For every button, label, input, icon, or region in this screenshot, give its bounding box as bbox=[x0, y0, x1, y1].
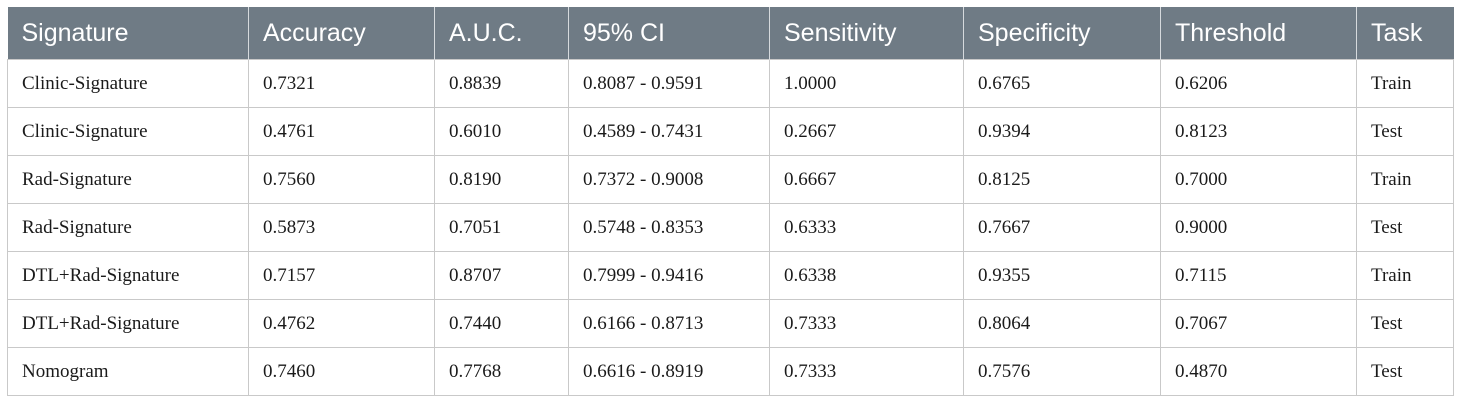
cell-sensitivity: 0.6333 bbox=[769, 203, 964, 252]
cell-ci: 0.6616 - 0.8919 bbox=[568, 347, 770, 396]
cell-task: Train bbox=[1356, 155, 1454, 204]
header-auc: A.U.C. bbox=[434, 7, 569, 60]
cell-threshold: 0.7067 bbox=[1160, 299, 1357, 348]
cell-task: Test bbox=[1356, 299, 1454, 348]
header-ci: 95% CI bbox=[568, 7, 770, 60]
cell-ci: 0.6166 - 0.8713 bbox=[568, 299, 770, 348]
results-table: Signature Accuracy A.U.C. 95% CI Sensiti… bbox=[7, 7, 1454, 396]
cell-task: Test bbox=[1356, 347, 1454, 396]
cell-accuracy: 0.4762 bbox=[248, 299, 435, 348]
cell-specificity: 0.7667 bbox=[963, 203, 1161, 252]
cell-signature: DTL+Rad-Signature bbox=[7, 251, 249, 300]
table-row: DTL+Rad-Signature 0.7157 0.8707 0.7999 -… bbox=[7, 251, 1454, 300]
cell-task: Train bbox=[1356, 59, 1454, 108]
table-row: Clinic-Signature 0.4761 0.6010 0.4589 - … bbox=[7, 107, 1454, 156]
table-row: Rad-Signature 0.5873 0.7051 0.5748 - 0.8… bbox=[7, 203, 1454, 252]
cell-accuracy: 0.7157 bbox=[248, 251, 435, 300]
cell-accuracy: 0.5873 bbox=[248, 203, 435, 252]
cell-auc: 0.8839 bbox=[434, 59, 569, 108]
cell-specificity: 0.7576 bbox=[963, 347, 1161, 396]
cell-signature: DTL+Rad-Signature bbox=[7, 299, 249, 348]
cell-auc: 0.7051 bbox=[434, 203, 569, 252]
header-signature: Signature bbox=[7, 7, 249, 60]
table-body: Clinic-Signature 0.7321 0.8839 0.8087 - … bbox=[7, 59, 1454, 396]
cell-ci: 0.5748 - 0.8353 bbox=[568, 203, 770, 252]
cell-specificity: 0.8064 bbox=[963, 299, 1161, 348]
cell-signature: Clinic-Signature bbox=[7, 107, 249, 156]
cell-threshold: 0.7115 bbox=[1160, 251, 1357, 300]
cell-ci: 0.4589 - 0.7431 bbox=[568, 107, 770, 156]
cell-sensitivity: 0.7333 bbox=[769, 299, 964, 348]
cell-signature: Rad-Signature bbox=[7, 203, 249, 252]
cell-task: Test bbox=[1356, 107, 1454, 156]
cell-ci: 0.8087 - 0.9591 bbox=[568, 59, 770, 108]
cell-auc: 0.8707 bbox=[434, 251, 569, 300]
results-table-container: Signature Accuracy A.U.C. 95% CI Sensiti… bbox=[7, 7, 1454, 396]
header-task: Task bbox=[1356, 7, 1454, 60]
cell-ci: 0.7372 - 0.9008 bbox=[568, 155, 770, 204]
cell-task: Train bbox=[1356, 251, 1454, 300]
table-header: Signature Accuracy A.U.C. 95% CI Sensiti… bbox=[7, 7, 1454, 60]
header-sensitivity: Sensitivity bbox=[769, 7, 964, 60]
header-row: Signature Accuracy A.U.C. 95% CI Sensiti… bbox=[7, 7, 1454, 60]
cell-threshold: 0.8123 bbox=[1160, 107, 1357, 156]
cell-threshold: 0.7000 bbox=[1160, 155, 1357, 204]
cell-auc: 0.7768 bbox=[434, 347, 569, 396]
cell-specificity: 0.9355 bbox=[963, 251, 1161, 300]
cell-ci: 0.7999 - 0.9416 bbox=[568, 251, 770, 300]
header-threshold: Threshold bbox=[1160, 7, 1357, 60]
cell-auc: 0.7440 bbox=[434, 299, 569, 348]
cell-accuracy: 0.4761 bbox=[248, 107, 435, 156]
cell-auc: 0.8190 bbox=[434, 155, 569, 204]
cell-sensitivity: 0.2667 bbox=[769, 107, 964, 156]
cell-accuracy: 0.7560 bbox=[248, 155, 435, 204]
cell-threshold: 0.4870 bbox=[1160, 347, 1357, 396]
cell-sensitivity: 0.7333 bbox=[769, 347, 964, 396]
cell-specificity: 0.8125 bbox=[963, 155, 1161, 204]
cell-task: Test bbox=[1356, 203, 1454, 252]
table-row: Rad-Signature 0.7560 0.8190 0.7372 - 0.9… bbox=[7, 155, 1454, 204]
cell-accuracy: 0.7460 bbox=[248, 347, 435, 396]
header-accuracy: Accuracy bbox=[248, 7, 435, 60]
cell-specificity: 0.6765 bbox=[963, 59, 1161, 108]
header-specificity: Specificity bbox=[963, 7, 1161, 60]
cell-auc: 0.6010 bbox=[434, 107, 569, 156]
cell-sensitivity: 0.6338 bbox=[769, 251, 964, 300]
cell-specificity: 0.9394 bbox=[963, 107, 1161, 156]
cell-accuracy: 0.7321 bbox=[248, 59, 435, 108]
table-row: DTL+Rad-Signature 0.4762 0.7440 0.6166 -… bbox=[7, 299, 1454, 348]
table-row: Clinic-Signature 0.7321 0.8839 0.8087 - … bbox=[7, 59, 1454, 108]
cell-sensitivity: 0.6667 bbox=[769, 155, 964, 204]
cell-signature: Rad-Signature bbox=[7, 155, 249, 204]
cell-signature: Clinic-Signature bbox=[7, 59, 249, 108]
cell-threshold: 0.6206 bbox=[1160, 59, 1357, 108]
cell-signature: Nomogram bbox=[7, 347, 249, 396]
cell-sensitivity: 1.0000 bbox=[769, 59, 964, 108]
cell-threshold: 0.9000 bbox=[1160, 203, 1357, 252]
table-row: Nomogram 0.7460 0.7768 0.6616 - 0.8919 0… bbox=[7, 347, 1454, 396]
